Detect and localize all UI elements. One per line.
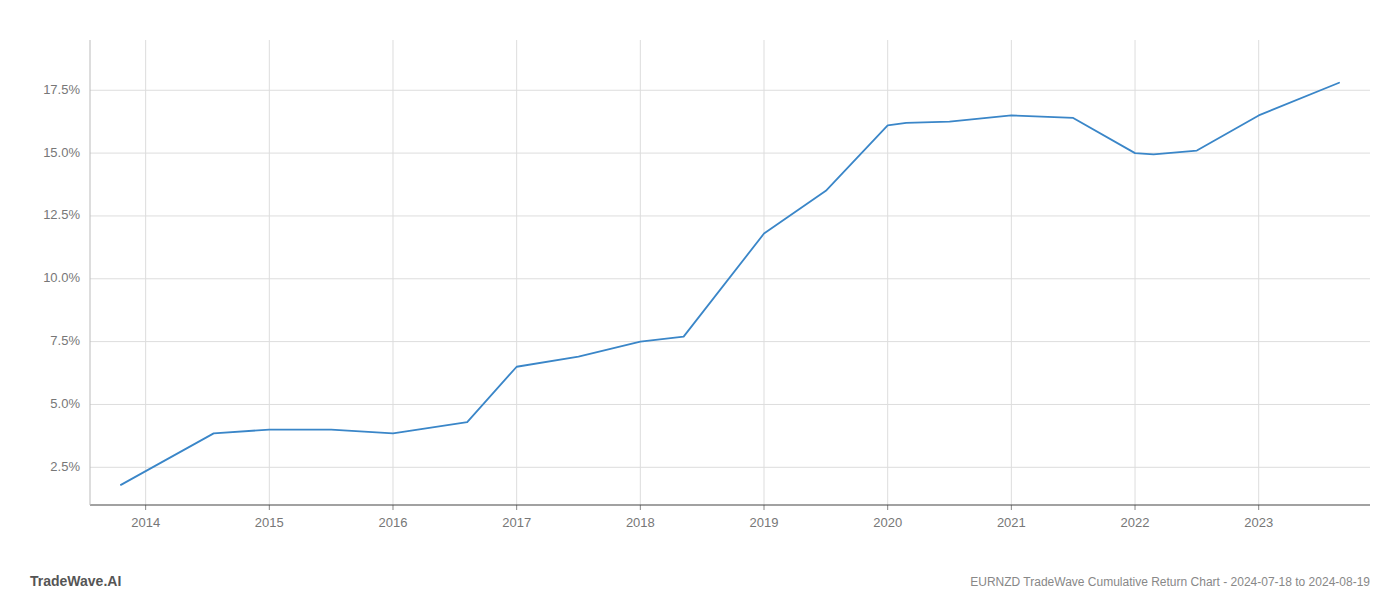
x-tick-mark: [516, 505, 517, 510]
x-tick-mark: [764, 505, 765, 510]
axes: 2.5% 5.0% 7.5% 10.0% 12.5% 15.0% 17.5% 2014 2015…: [43, 40, 1370, 530]
x-tick-label: 2015: [255, 515, 284, 530]
x-tick-label: 2023: [1244, 515, 1273, 530]
y-grid-line: [90, 215, 1370, 216]
chart-svg: 2.5% 5.0% 7.5% 10.0% 12.5% 15.0% 17.5% 2014 2015…: [0, 0, 1400, 600]
x-tick-label: 2018: [626, 515, 655, 530]
x-tick-mark: [887, 505, 888, 510]
y-tick-label: 12.5%: [43, 207, 80, 222]
y-tick-label: 17.5%: [43, 82, 80, 97]
y-tick-label: 5.0%: [50, 396, 80, 411]
x-grid-line: [1011, 40, 1012, 505]
chart-container: 2.5% 5.0% 7.5% 10.0% 12.5% 15.0% 17.5% 2014 2015…: [0, 0, 1400, 600]
x-tick-label: 2016: [379, 515, 408, 530]
x-grid-line: [145, 40, 146, 505]
y-tick-label: 7.5%: [50, 333, 80, 348]
x-tick-mark: [392, 505, 393, 510]
y-grid-line: [90, 341, 1370, 342]
x-tick-mark: [145, 505, 146, 510]
x-tick-label: 2020: [873, 515, 902, 530]
x-grid-line: [1258, 40, 1259, 505]
y-axis-line: [90, 40, 91, 505]
y-grid-line: [90, 90, 1370, 91]
x-grid-line: [392, 40, 393, 505]
plot-area: [121, 83, 1339, 485]
x-grid-line: [764, 40, 765, 505]
x-tick-label: 2019: [750, 515, 779, 530]
x-tick-label: 2014: [131, 515, 160, 530]
x-grid-line: [1135, 40, 1136, 505]
y-grid-line: [90, 404, 1370, 405]
x-tick-label: 2021: [997, 515, 1026, 530]
x-tick-label: 2022: [1121, 515, 1150, 530]
x-tick-mark: [269, 505, 270, 510]
x-tick-mark: [1258, 505, 1259, 510]
y-grid-line: [90, 467, 1370, 468]
x-axis-line: [90, 504, 1370, 505]
y-tick-label: 10.0%: [43, 270, 80, 285]
x-tick-mark: [1135, 505, 1136, 510]
x-tick-mark: [1011, 505, 1012, 510]
title: EURNZD TradeWave Cumulative Return Chart…: [970, 575, 1370, 589]
x-tick-label: 2017: [502, 515, 531, 530]
background: [0, 0, 1400, 600]
x-tick-mark: [640, 505, 641, 510]
x-grid-line: [887, 40, 888, 505]
y-tick-label: 15.0%: [43, 145, 80, 160]
x-grid-line: [269, 40, 270, 505]
x-grid-line: [640, 40, 641, 505]
x-grid-line: [516, 40, 517, 505]
grid: [90, 40, 1370, 505]
data-line: [121, 83, 1339, 485]
watermark: TradeWave.AI: [30, 573, 121, 589]
y-tick-label: 2.5%: [50, 459, 80, 474]
